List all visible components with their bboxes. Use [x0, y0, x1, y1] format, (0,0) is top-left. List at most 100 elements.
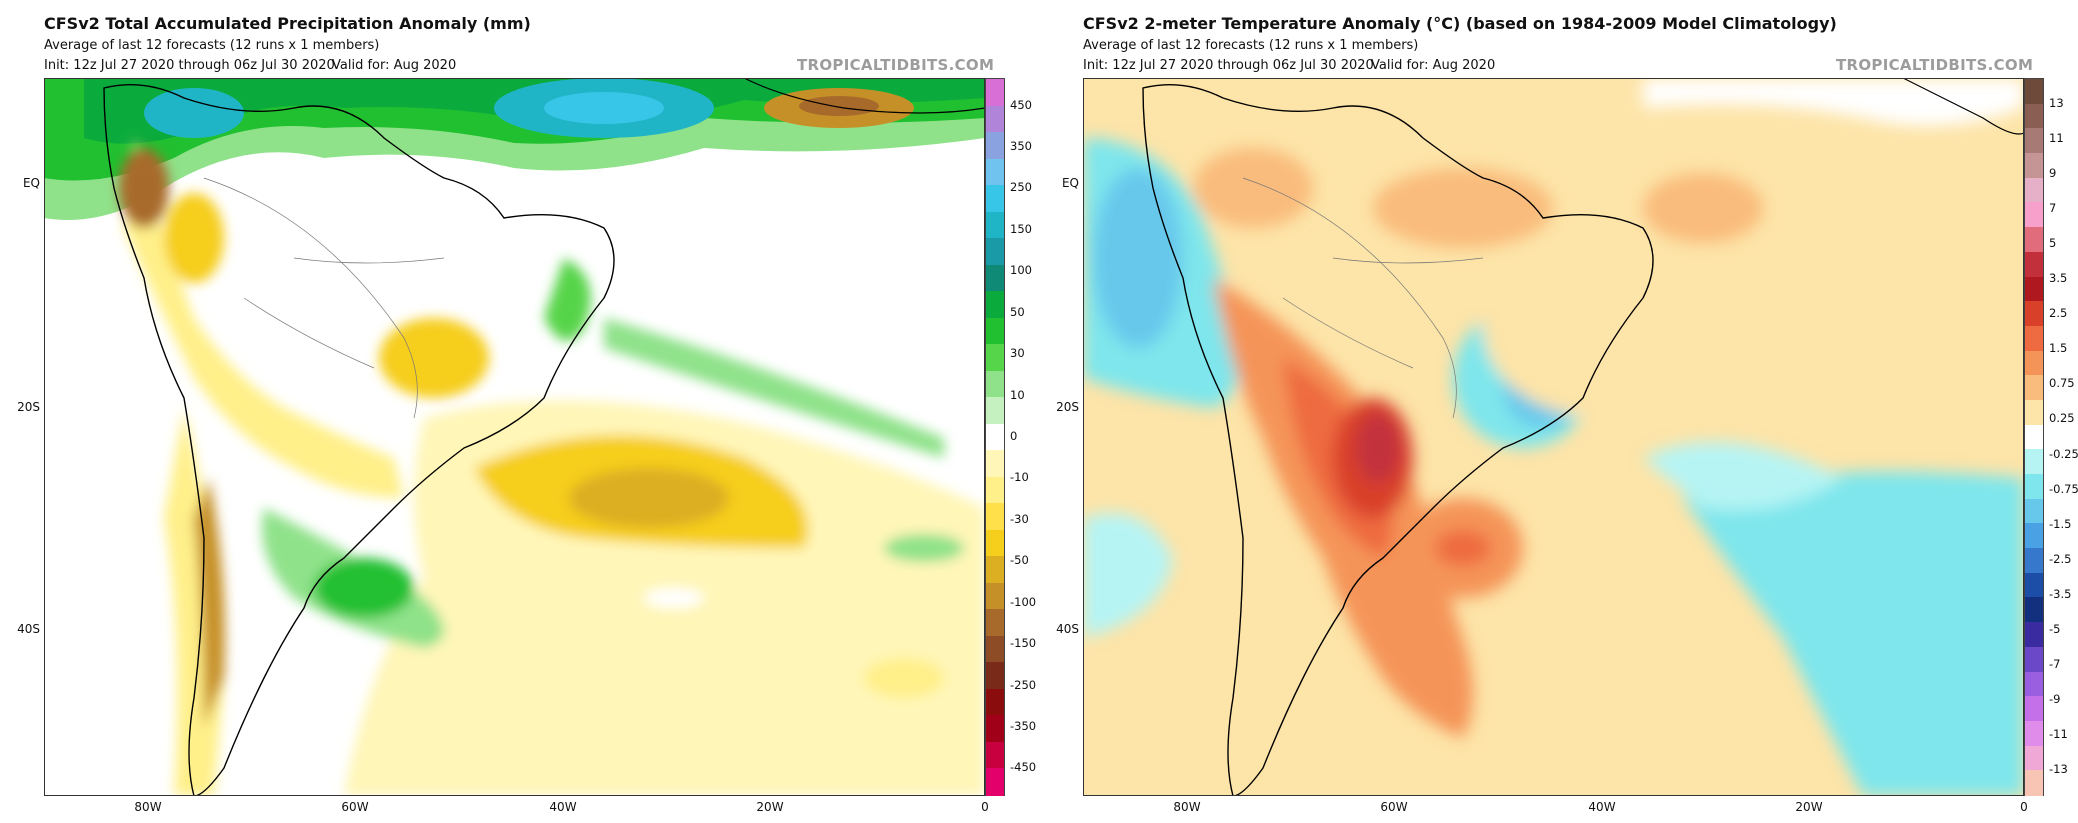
temp-map: [1083, 78, 2024, 796]
colorbar-label: 2.5: [2049, 306, 2068, 321]
colorbar-label: -450: [1010, 760, 1037, 775]
colorbar-segment: [2025, 177, 2043, 204]
colorbar-label: 250: [1010, 180, 1032, 195]
colorbar-segment: [986, 476, 1004, 504]
colorbar-segment: [986, 529, 1004, 557]
colorbar-label: -50: [1010, 553, 1029, 568]
colorbar-label: 0: [1010, 429, 1018, 443]
brand-watermark: TROPICALTIDBITS.COM: [797, 56, 995, 74]
lon-label-80w: 80W: [1173, 800, 1201, 814]
colorbar-label: 10: [1010, 387, 1025, 402]
colorbar-segment: [2025, 301, 2043, 327]
colorbar-label: -1.5: [2049, 516, 2072, 531]
colorbar-label: -350: [1010, 719, 1037, 734]
colorbar-segment: [2025, 79, 2043, 105]
lat-label-20s: 20S: [1056, 400, 1079, 414]
brand-watermark: TROPICALTIDBITS.COM: [1836, 56, 2034, 74]
colorbar-label: 9: [2049, 165, 2057, 180]
lon-label-20w: 20W: [756, 800, 784, 814]
south-america-coastline: [103, 84, 615, 796]
colorbar-label: 3.5: [2049, 271, 2068, 286]
colorbar-segment: [2025, 251, 2043, 278]
colorbar-segment: [986, 264, 1004, 292]
colorbar-segment: [2025, 498, 2043, 524]
colorbar-label: 13: [2049, 95, 2064, 110]
init-time: Init: 12z Jul 27 2020 through 06z Jul 30…: [44, 58, 335, 73]
lon-label-40w: 40W: [549, 800, 577, 814]
colorbar-segment: [986, 450, 1004, 478]
colorbar-segment: [986, 768, 1004, 796]
colorbar-segment: [2025, 671, 2043, 697]
colorbar-segment: [2025, 350, 2043, 376]
valid-time: Valid for: Aug 2020: [1371, 58, 1496, 73]
colorbar-segment: [2025, 548, 2043, 574]
panel-subtitle: Average of last 12 forecasts (12 runs x …: [44, 38, 380, 53]
colorbar-segment: [986, 317, 1004, 345]
colorbar-segment: [986, 582, 1004, 610]
colorbar-segment: [986, 688, 1004, 717]
colorbar-segment: [986, 158, 1004, 186]
colorbar-label: 150: [1010, 221, 1032, 236]
temp-panel: CFSv2 2-meter Temperature Anomaly (°C) (…: [1039, 0, 2078, 823]
colorbar-segment: [986, 635, 1004, 663]
colorbar-segment: [2025, 325, 2043, 352]
colorbar-segment: [986, 741, 1004, 770]
colorbar-segment: [2025, 770, 2043, 796]
lon-label-80w: 80W: [134, 800, 162, 814]
colorbar-segment: [986, 662, 1004, 690]
precip-colorbar: [985, 78, 1005, 796]
lon-label-60w: 60W: [1380, 800, 1408, 814]
precip-map: [44, 78, 985, 796]
colorbar-segment: [986, 105, 1004, 133]
colorbar-segment: [2025, 375, 2043, 401]
colorbar-label: -30: [1010, 511, 1029, 526]
colorbar-segment: [986, 609, 1004, 637]
colorbar-label: -0.25: [2049, 446, 2078, 461]
colorbar-segment: [2025, 103, 2043, 129]
colorbar-segment: [986, 556, 1004, 584]
colorbar-segment: [986, 291, 1004, 319]
colorbar-segment: [986, 715, 1004, 743]
colorbar-label: 5: [2049, 236, 2057, 251]
lat-label-40s: 40S: [17, 622, 40, 636]
colorbar-label: 11: [2049, 130, 2064, 145]
lon-label-40w: 40W: [1588, 800, 1616, 814]
colorbar-segment: [986, 238, 1004, 266]
colorbar-segment: [2025, 646, 2043, 673]
colorbar-segment: [2025, 572, 2043, 599]
colorbar-label: -7: [2049, 657, 2061, 672]
colorbar-label: -10: [1010, 470, 1029, 485]
colorbar-label: -250: [1010, 677, 1037, 692]
colorbar-segment: [2025, 597, 2043, 623]
colorbar-segment: [986, 132, 1004, 160]
colorbar-label: 50: [1010, 304, 1025, 319]
colorbar-label: -0.75: [2049, 481, 2078, 496]
lon-label-20w: 20W: [1795, 800, 1823, 814]
colorbar-segment: [2025, 523, 2043, 549]
lon-label-0: 0: [981, 800, 989, 814]
colorbar-segment: [986, 370, 1004, 398]
colorbar-segment: [2025, 153, 2043, 179]
colorbar-segment: [986, 503, 1004, 531]
valid-time: Valid for: Aug 2020: [332, 58, 457, 73]
colorbar-segment: [2025, 128, 2043, 154]
panel-title: CFSv2 Total Accumulated Precipitation An…: [44, 14, 531, 33]
south-america-coastline: [1142, 84, 1654, 796]
lon-label-0: 0: [2020, 800, 2028, 814]
colorbar-label: 7: [2049, 200, 2057, 215]
colorbar-label: 0.75: [2049, 376, 2075, 391]
colorbar-label: -13: [2049, 762, 2068, 777]
colorbar-segment: [986, 423, 1004, 451]
colorbar-segment: [986, 344, 1004, 372]
colorbar-label: 350: [1010, 138, 1032, 153]
colorbar-segment: [2025, 424, 2043, 450]
colorbar-segment: [2025, 227, 2043, 253]
precip-panel: CFSv2 Total Accumulated Precipitation An…: [17, 14, 1037, 814]
colorbar-segment: [986, 185, 1004, 213]
panel-title: CFSv2 2-meter Temperature Anomaly (°C) (…: [1083, 14, 1837, 33]
colorbar-label: -3.5: [2049, 586, 2072, 601]
colorbar-label: 0.25: [2049, 411, 2075, 426]
colorbar-segment: [986, 79, 1004, 107]
colorbar-label: 450: [1010, 97, 1032, 112]
lat-label-40s: 40S: [1056, 622, 1079, 636]
